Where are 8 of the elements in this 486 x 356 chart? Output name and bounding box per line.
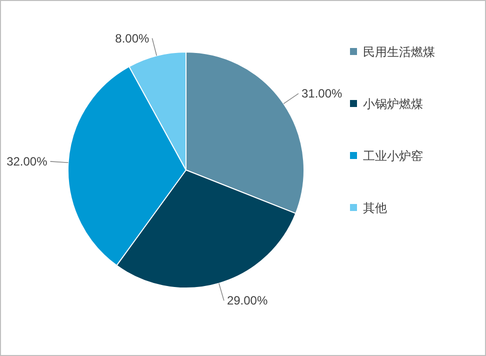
legend-label: 民用生活燃煤	[363, 45, 435, 59]
legend-label: 小锅炉燃煤	[363, 97, 423, 111]
data-label: 31.00%	[301, 86, 343, 101]
legend-label: 其他	[363, 201, 387, 215]
data-label: 29.00%	[226, 294, 268, 308]
legend-label: 工业小炉窑	[363, 149, 423, 163]
data-label: 8.00%	[115, 31, 150, 46]
data-label: 32.00%	[6, 154, 48, 168]
